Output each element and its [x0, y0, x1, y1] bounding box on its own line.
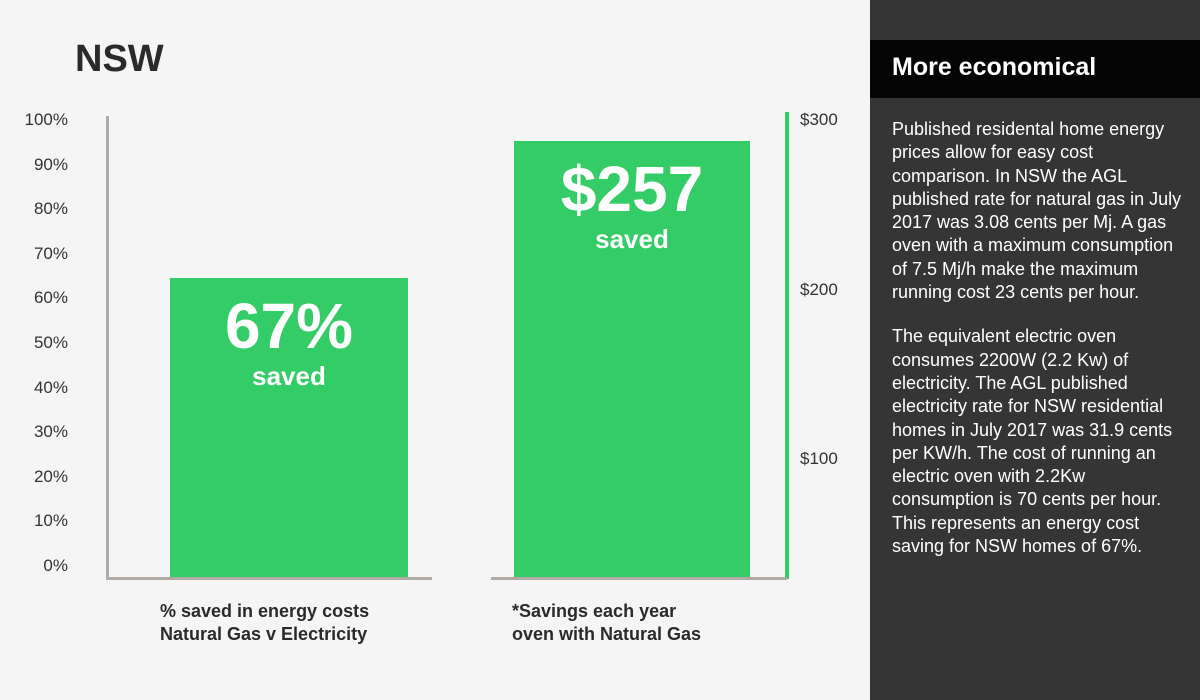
info-paragraph: Published residental home energy prices … — [892, 119, 1182, 303]
info-panel-body: Published residental home energy prices … — [892, 118, 1184, 579]
x-axis-left — [106, 577, 432, 580]
bar-value-label: $257 — [560, 153, 704, 226]
y-tick-label: 100% — [24, 110, 68, 129]
bar-sublabel: saved — [252, 361, 326, 392]
category-label-percent: % saved in energy costs Natural Gas v El… — [160, 600, 369, 646]
category-line-1: *Savings each year — [512, 601, 677, 621]
y-tick-label: 0% — [43, 556, 68, 575]
y-axis-right — [785, 112, 789, 579]
info-panel-header: More economical — [870, 40, 1200, 98]
page-title: NSW — [75, 38, 164, 80]
category-label-dollars: *Savings each year oven with Natural Gas — [512, 600, 701, 646]
y-tick-label: 30% — [33, 422, 68, 442]
x-axis-right — [491, 577, 787, 580]
y-tick-label: 40% — [33, 377, 68, 397]
y-tick-label: $100 — [800, 449, 838, 468]
bar-percent-saved: 67% saved — [170, 278, 408, 577]
bar-sublabel: saved — [595, 224, 669, 255]
info-panel — [870, 0, 1200, 700]
category-line-2: oven with Natural Gas — [512, 624, 702, 644]
y-tick-label: $200 — [800, 279, 838, 299]
info-paragraph: The equivalent electric oven consumes 22… — [892, 326, 1173, 557]
y-tick-label: 10% — [33, 511, 68, 531]
y-tick-label: 90% — [33, 154, 68, 174]
bar-value-label: 67% — [224, 290, 354, 363]
category-line-2: Natural Gas v Electricity — [160, 624, 368, 644]
y-tick-label: 50% — [33, 333, 68, 352]
y-tick-label: 60% — [33, 288, 68, 308]
category-line-1: % saved in energy costs — [160, 601, 370, 621]
y-tick-label: 80% — [33, 199, 68, 219]
info-panel-heading: More economical — [892, 53, 1097, 81]
y-tick-label: $300 — [800, 110, 838, 129]
y-tick-label: 70% — [33, 243, 68, 263]
y-tick-label: 20% — [33, 466, 68, 486]
y-axis-left — [106, 116, 109, 579]
bar-dollars-saved: $257 saved — [514, 141, 750, 577]
